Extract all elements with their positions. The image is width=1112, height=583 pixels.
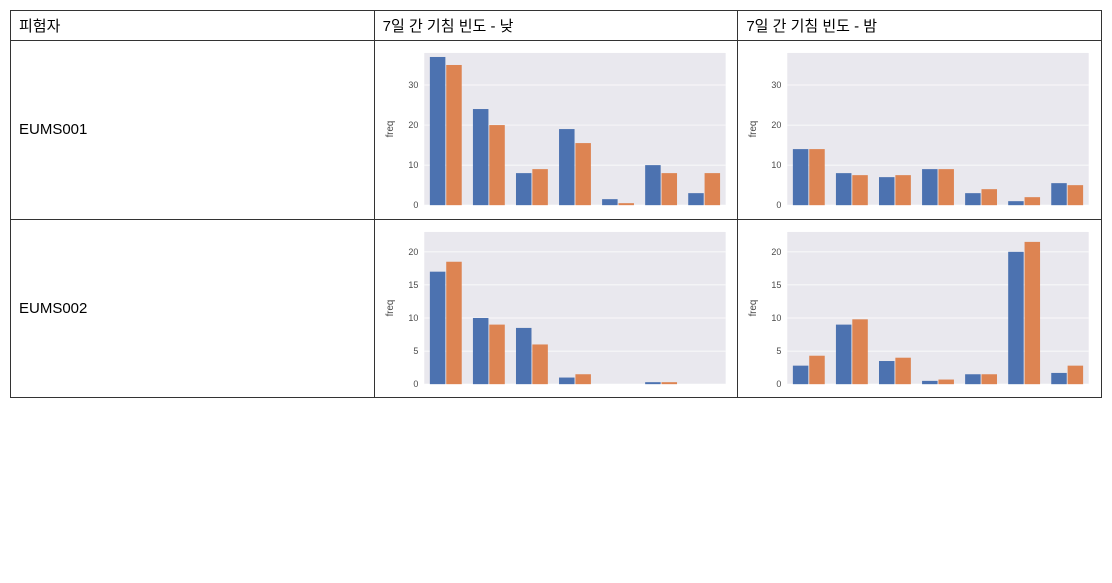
bar — [810, 355, 826, 383]
bar — [446, 261, 462, 383]
table-row: EUMS001 0 10 20 30 freq 0 10 20 30 freq — [11, 41, 1102, 220]
ytick-label: 0 — [413, 379, 418, 389]
ytick-label: 0 — [777, 200, 782, 210]
bar — [879, 361, 895, 384]
ytick-label: 15 — [408, 279, 418, 289]
bar — [532, 169, 548, 205]
cough-frequency-table: 피험자 7일 간 기침 빈도 - 낮 7일 간 기침 빈도 - 밤 EUMS00… — [10, 10, 1102, 398]
bar — [602, 199, 618, 205]
bar — [489, 125, 505, 205]
ytick-label: 10 — [772, 313, 782, 323]
ytick-label: 5 — [413, 346, 418, 356]
ytick-label: 20 — [772, 246, 782, 256]
bar — [879, 177, 895, 205]
bar — [922, 380, 938, 383]
ytick-label: 0 — [777, 379, 782, 389]
header-subject: 피험자 — [11, 11, 375, 41]
bar — [645, 165, 661, 205]
ytick-label: 20 — [772, 120, 782, 130]
bar — [516, 328, 532, 384]
chart-cell-s2-night: 0 5 10 15 20 freq — [738, 219, 1102, 398]
plot-area — [424, 232, 725, 384]
bar-chart: 0 5 10 15 20 freq — [744, 226, 1095, 398]
bar-chart: 0 10 20 30 freq — [381, 47, 732, 219]
bar — [1008, 251, 1024, 383]
bar — [704, 173, 720, 205]
bar-chart: 0 10 20 30 freq — [744, 47, 1095, 219]
bar — [896, 357, 912, 383]
bar — [1025, 197, 1041, 205]
ytick-label: 15 — [772, 280, 782, 290]
bar — [489, 324, 505, 384]
bar — [575, 374, 591, 384]
bar — [836, 173, 852, 205]
subject-id-cell: EUMS001 — [11, 41, 375, 220]
bar — [1052, 183, 1068, 205]
ytick-label: 30 — [772, 80, 782, 90]
bar-chart: 0 5 10 15 20 freq — [381, 226, 732, 398]
subject-id-cell: EUMS002 — [11, 219, 375, 398]
chart-cell-s1-night: 0 10 20 30 freq — [738, 41, 1102, 220]
bar — [446, 65, 462, 205]
ytick-label: 0 — [413, 200, 418, 210]
ytick-label: 20 — [408, 246, 418, 256]
bar — [532, 344, 548, 384]
ytick-label: 10 — [408, 313, 418, 323]
bar — [1052, 373, 1068, 384]
bar — [965, 193, 981, 205]
bar — [853, 319, 869, 384]
bar — [896, 175, 912, 205]
bar — [473, 318, 489, 384]
bar — [516, 173, 532, 205]
bar — [1008, 201, 1024, 205]
bar — [430, 57, 446, 205]
ytick-label: 10 — [772, 160, 782, 170]
bar — [939, 379, 955, 384]
bar — [982, 374, 998, 384]
ytick-label: 10 — [408, 160, 418, 170]
ytick-label: 30 — [408, 80, 418, 90]
bar — [1068, 185, 1084, 205]
bar — [645, 382, 661, 384]
y-axis-label: freq — [385, 121, 396, 138]
bar — [1068, 365, 1084, 384]
bar — [575, 143, 591, 205]
bar — [1025, 242, 1041, 384]
bar — [939, 169, 955, 205]
bar — [853, 175, 869, 205]
bar — [965, 374, 981, 384]
bar — [618, 203, 634, 205]
ytick-label: 5 — [777, 346, 782, 356]
bar — [473, 109, 489, 205]
y-axis-label: freq — [748, 299, 759, 316]
header-night: 7일 간 기침 빈도 - 밤 — [738, 11, 1102, 41]
bar — [661, 382, 677, 384]
y-axis-label: freq — [385, 299, 396, 316]
bar — [559, 377, 575, 384]
bar — [836, 324, 852, 384]
bar — [982, 189, 998, 205]
bar — [810, 149, 826, 205]
header-day: 7일 간 기침 빈도 - 낮 — [374, 11, 738, 41]
plot-area — [788, 53, 1089, 205]
bar — [688, 193, 704, 205]
bar — [922, 169, 938, 205]
table-row: EUMS002 0 5 10 15 20 freq 0 5 10 15 20 freq — [11, 219, 1102, 398]
bar — [793, 149, 809, 205]
bar — [430, 271, 446, 383]
y-axis-label: freq — [748, 121, 759, 138]
chart-cell-s1-day: 0 10 20 30 freq — [374, 41, 738, 220]
bar — [793, 365, 809, 384]
bar — [661, 173, 677, 205]
plot-area — [788, 232, 1089, 384]
bar — [559, 129, 575, 205]
chart-cell-s2-day: 0 5 10 15 20 freq — [374, 219, 738, 398]
plot-area — [424, 53, 725, 205]
ytick-label: 20 — [408, 120, 418, 130]
